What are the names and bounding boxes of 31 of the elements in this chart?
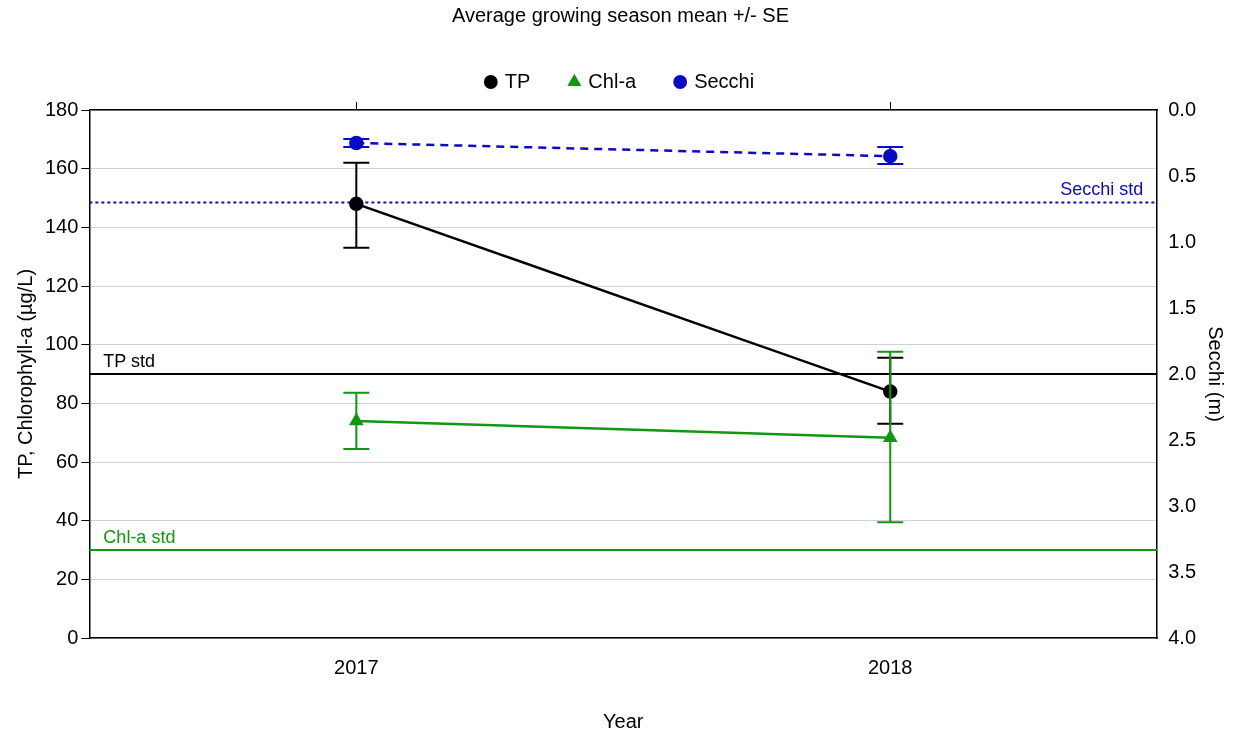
y-tick-label: 140 — [44, 214, 79, 237]
y-tick-label: 180 — [44, 97, 79, 120]
y2-tick-label: 3.0 — [1168, 493, 1197, 516]
x-tick-label: 2017 — [334, 655, 379, 678]
y2-tick-label: 1.5 — [1168, 295, 1197, 318]
y2-tick-label: 0.0 — [1168, 97, 1197, 120]
y-tick-label: 160 — [44, 156, 79, 179]
y-tick-label: 60 — [56, 449, 79, 472]
ref-line-label: Secchi std — [1060, 179, 1144, 200]
y2-axis-title: Secchi (m) — [1205, 326, 1228, 422]
y-tick-label: 120 — [44, 273, 79, 296]
y2-tick-label: 2.5 — [1168, 427, 1197, 450]
x-tick-label: 2018 — [867, 655, 913, 678]
y-axis-title: TP, Chlorophyll-a (µg/L) — [13, 268, 36, 480]
y2-tick-label: 2.0 — [1168, 361, 1197, 384]
y2-tick-label: 3.5 — [1168, 559, 1197, 582]
y-tick-label: 40 — [56, 508, 79, 531]
legend-title: Average growing season mean +/- SE — [451, 3, 790, 26]
legend-label: Chl-a — [588, 69, 638, 92]
y-tick-label: 20 — [56, 566, 79, 589]
y-tick-label: 100 — [44, 332, 79, 355]
x-axis-title: Year — [603, 709, 644, 732]
y2-tick-label: 4.0 — [1168, 625, 1197, 648]
y-tick-label: 80 — [56, 390, 79, 413]
legend-label: Secchi — [694, 69, 755, 92]
ref-line-label: Chl-a std — [103, 526, 176, 547]
legend-label: TP — [504, 69, 531, 92]
y-tick-label: 0 — [67, 625, 79, 648]
ref-line-label: TP std — [103, 350, 156, 371]
y2-tick-label: 0.5 — [1168, 163, 1197, 186]
y2-tick-label: 1.0 — [1168, 229, 1197, 252]
